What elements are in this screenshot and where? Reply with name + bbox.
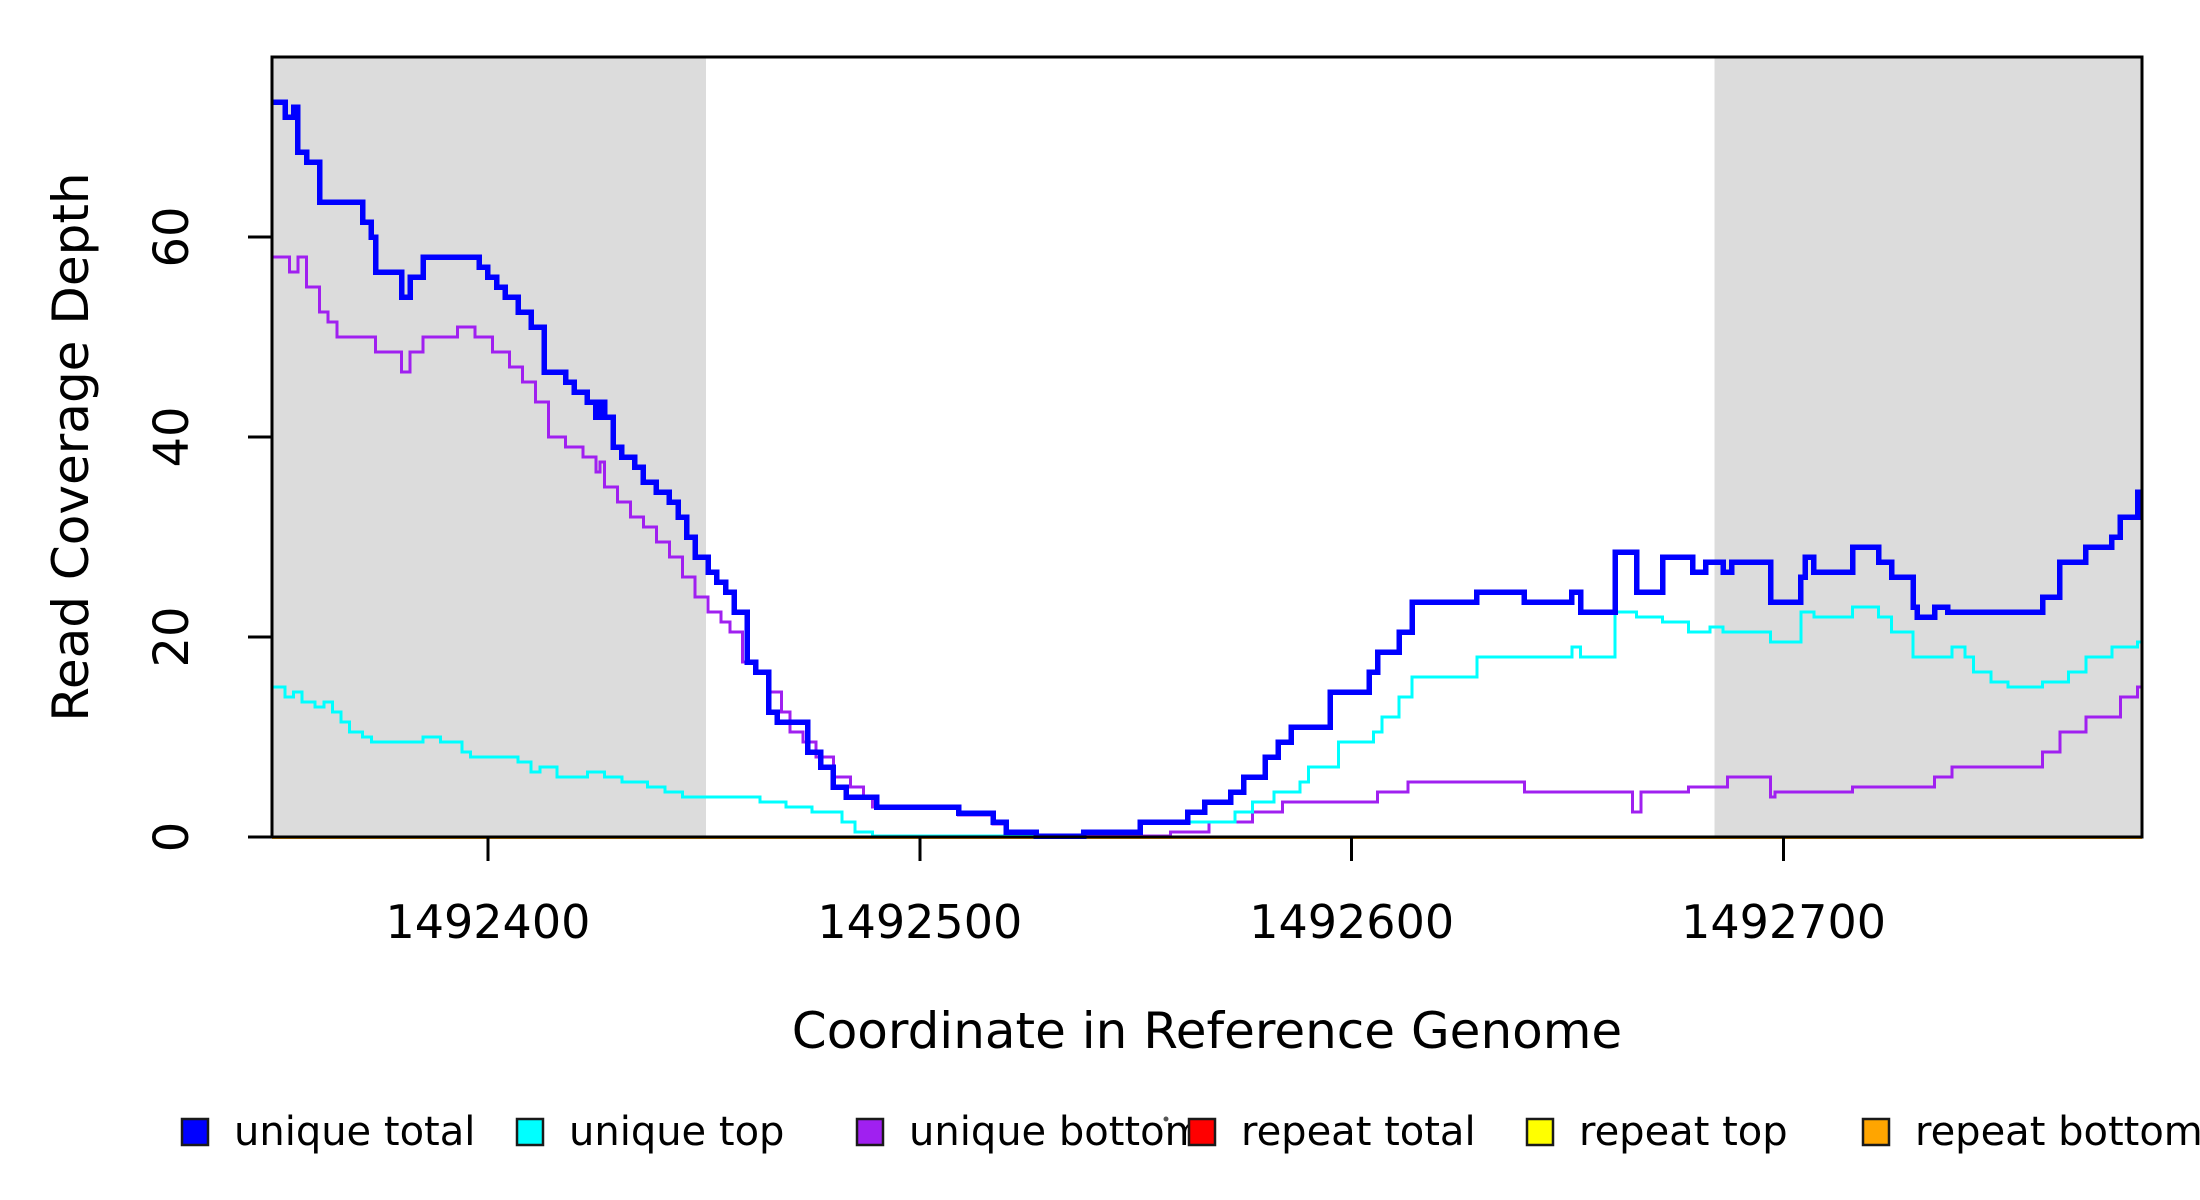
legend-label: repeat total (1241, 1109, 1476, 1155)
shaded-region (272, 57, 707, 837)
legend-swatch (1861, 1117, 1891, 1147)
legend-swatch (855, 1117, 885, 1147)
x-tick-label: 1492400 (385, 895, 590, 949)
legend-item-unique-total: unique total (180, 1109, 475, 1155)
series-line-unique-top (272, 605, 2142, 838)
legend-swatch (1525, 1117, 1555, 1147)
legend-label: repeat top (1579, 1109, 1788, 1155)
legend-item-repeat-bottom: repeat bottom (1861, 1109, 2200, 1155)
y-axis-title: Read Coverage Depth (42, 172, 100, 721)
x-tick-label: 1492600 (1249, 895, 1454, 949)
x-axis-title: Coordinate in Reference Genome (792, 1002, 1622, 1060)
y-axis: 0 20 40 60 (144, 206, 272, 852)
plot-border (270, 55, 2144, 839)
series-line-unique-total (272, 99, 2142, 839)
legend-label: unique bottom (909, 1109, 1204, 1155)
legend: unique total unique top unique bottom repea… (180, 1109, 2200, 1155)
legend-swatch (515, 1117, 545, 1147)
plot-border-rect (270, 55, 2144, 839)
legend-swatch (180, 1117, 210, 1147)
x-tick-label: 1492700 (1681, 895, 1886, 949)
legend-label: unique top (569, 1109, 784, 1155)
legend-item-unique-top: unique top (515, 1109, 784, 1155)
y-tick-label: 20 (144, 606, 200, 667)
legend-label: unique total (234, 1109, 475, 1155)
y-tick-label: 60 (144, 206, 200, 267)
shaded-region (1714, 57, 2142, 837)
legend-item-repeat-total: repeat total (1187, 1109, 1476, 1155)
x-tick-label: 1492500 (817, 895, 1022, 949)
legend-swatch (1187, 1117, 1217, 1147)
legend-item-unique-bottom: unique bottom (855, 1109, 1204, 1155)
repeat-region-shading (272, 57, 2142, 837)
x-axis: 1492400 1492500 1492600 1492700 (385, 837, 1886, 949)
stray-dot (1163, 1116, 1169, 1122)
legend-label: repeat bottom (1915, 1109, 2200, 1155)
legend-item-repeat-top: repeat top (1525, 1109, 1788, 1155)
y-tick-label: 40 (144, 406, 200, 467)
y-tick-label: 0 (144, 822, 200, 853)
